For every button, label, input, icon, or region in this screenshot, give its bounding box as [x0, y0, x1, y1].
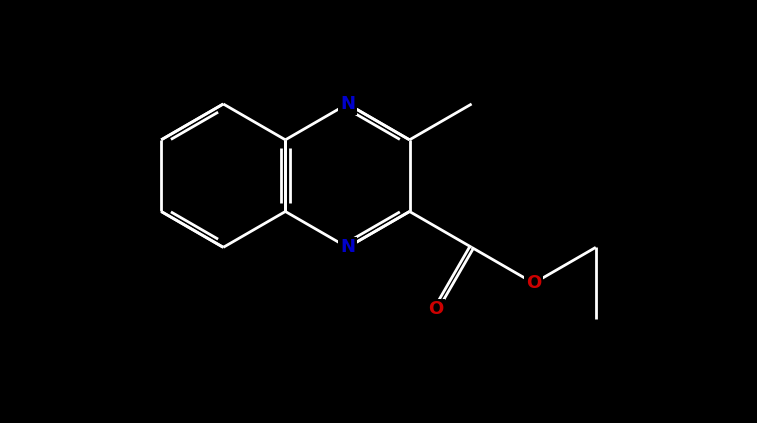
Text: N: N [340, 95, 355, 113]
Text: O: O [428, 300, 444, 319]
Text: N: N [340, 238, 355, 256]
Text: O: O [526, 274, 541, 292]
